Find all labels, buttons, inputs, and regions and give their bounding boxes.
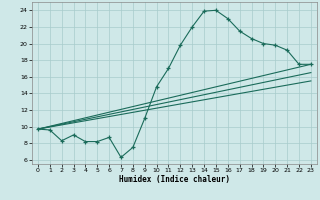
- X-axis label: Humidex (Indice chaleur): Humidex (Indice chaleur): [119, 175, 230, 184]
